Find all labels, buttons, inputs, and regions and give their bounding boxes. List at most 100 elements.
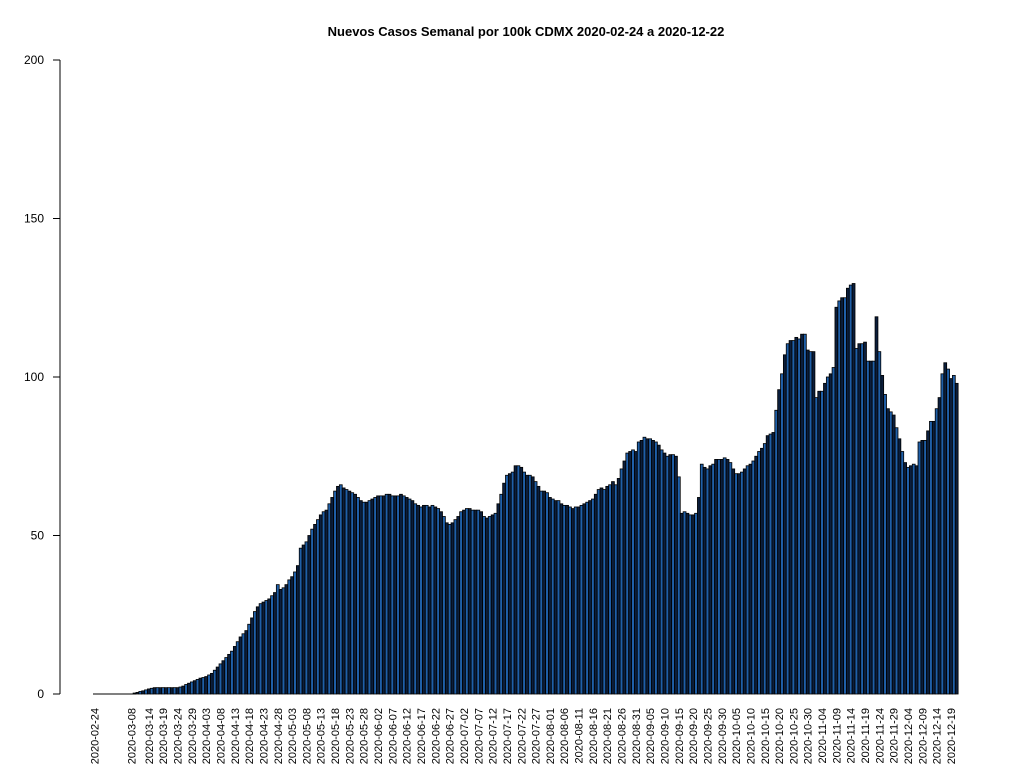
bar — [562, 504, 567, 695]
bar — [350, 492, 355, 695]
bar — [384, 493, 389, 695]
y-tick-label: 0 — [37, 687, 44, 701]
bar — [622, 460, 627, 695]
x-tick-label: 2020-10-20 — [774, 708, 786, 764]
bar — [599, 487, 604, 695]
x-tick-label: 2020-03-29 — [187, 708, 199, 764]
bar — [513, 465, 518, 695]
bar — [230, 650, 234, 695]
bar — [396, 495, 400, 695]
bar — [181, 685, 186, 695]
x-tick-label: 2020-05-08 — [301, 708, 313, 764]
x-tick-label: 2020-06-02 — [373, 708, 385, 764]
bar — [155, 687, 160, 695]
bar — [602, 489, 607, 695]
bar — [926, 430, 930, 695]
bar — [516, 465, 521, 695]
bar — [685, 512, 690, 695]
bar — [688, 514, 693, 695]
bar — [307, 535, 312, 695]
bar — [803, 333, 807, 695]
bar — [301, 544, 306, 695]
bar — [316, 519, 320, 695]
bar — [470, 509, 475, 695]
bar — [539, 490, 544, 695]
bar — [679, 512, 684, 695]
x-tick-label: 2020-09-05 — [645, 708, 657, 764]
bar — [290, 576, 294, 695]
bar — [894, 427, 899, 695]
bar — [774, 409, 779, 695]
bar — [662, 452, 667, 695]
bar — [519, 466, 524, 695]
bar — [897, 438, 902, 695]
bar — [210, 672, 214, 695]
bar — [244, 630, 249, 695]
x-tick-label: 2020-04-23 — [258, 708, 270, 764]
bar — [195, 679, 200, 695]
bar — [777, 389, 781, 695]
bar — [929, 420, 933, 695]
x-tick-label: 2020-04-08 — [216, 708, 228, 764]
bar — [616, 478, 621, 695]
bar — [728, 462, 733, 695]
x-tick-label: 2020-09-20 — [688, 708, 700, 764]
bar — [187, 682, 191, 695]
bar — [161, 687, 166, 695]
bar — [192, 680, 197, 695]
bar — [364, 501, 369, 695]
x-tick-label: 2020-07-17 — [502, 708, 514, 764]
bar — [450, 522, 455, 695]
bar — [485, 517, 489, 695]
bar — [923, 439, 928, 695]
bar — [949, 378, 953, 695]
bar — [550, 498, 555, 695]
bar — [255, 606, 260, 695]
bar — [593, 493, 598, 695]
bar — [172, 687, 177, 695]
bar — [321, 511, 326, 695]
x-tick-label: 2020-04-13 — [230, 708, 242, 764]
bar — [510, 471, 515, 695]
bar — [553, 500, 558, 695]
x-tick-label: 2020-07-07 — [473, 708, 485, 764]
x-tick-label: 2020-11-09 — [831, 708, 843, 763]
bar — [393, 495, 398, 695]
x-tick-label: 2020-08-11 — [574, 708, 586, 763]
bar — [785, 343, 790, 695]
x-tick-label: 2020-09-30 — [717, 708, 729, 764]
bar — [568, 506, 572, 695]
bar — [361, 501, 366, 695]
bar — [533, 481, 538, 695]
x-tick-label: 2020-06-22 — [430, 708, 442, 764]
bar — [705, 468, 710, 695]
bar — [631, 449, 635, 695]
x-axis: 2020-02-24 2020-03-08 2020-03-14 2020-03-19… — [89, 708, 958, 764]
bar — [834, 306, 839, 695]
x-tick-label: 2020-08-01 — [545, 708, 557, 764]
bar — [642, 436, 647, 695]
bar — [184, 684, 188, 695]
bar — [542, 490, 547, 695]
bar — [931, 420, 936, 695]
bar — [820, 390, 824, 695]
x-tick-label: 2020-03-14 — [144, 708, 156, 764]
x-tick-label: 2020-07-02 — [459, 708, 471, 764]
x-tick-label: 2020-10-10 — [745, 708, 757, 764]
bar — [284, 584, 289, 695]
bar — [367, 500, 372, 695]
bar — [880, 375, 885, 695]
bar — [811, 351, 816, 695]
bar — [381, 495, 386, 695]
bar — [528, 474, 532, 695]
bar — [212, 669, 217, 695]
bar — [914, 465, 919, 695]
bar — [522, 471, 526, 695]
bar — [762, 443, 767, 695]
bar — [422, 504, 426, 695]
bar — [573, 506, 578, 695]
bar — [636, 441, 641, 695]
bar — [891, 414, 896, 695]
bar — [201, 677, 206, 695]
bar — [748, 463, 753, 695]
